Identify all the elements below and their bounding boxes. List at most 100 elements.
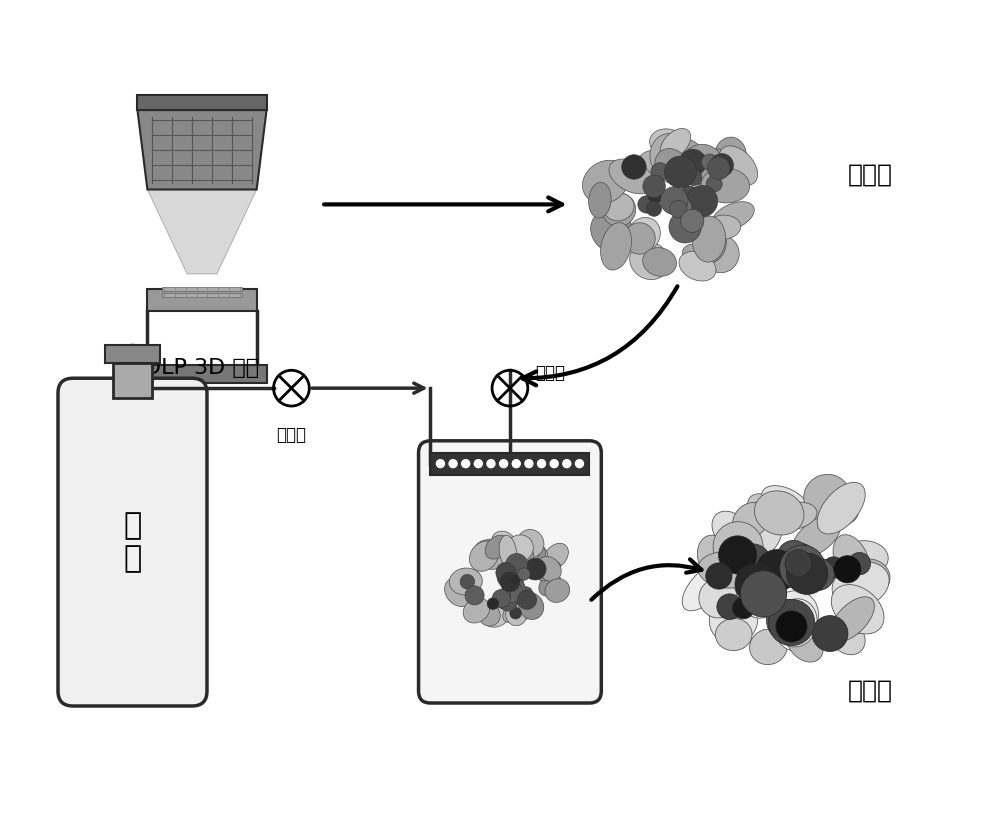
Circle shape [498, 588, 511, 601]
Ellipse shape [792, 516, 841, 558]
Circle shape [500, 460, 508, 467]
Circle shape [498, 588, 513, 604]
Circle shape [504, 578, 525, 600]
Circle shape [648, 188, 663, 203]
Ellipse shape [624, 223, 655, 254]
FancyBboxPatch shape [419, 441, 601, 703]
Ellipse shape [733, 503, 768, 539]
Ellipse shape [589, 183, 611, 218]
Ellipse shape [655, 149, 689, 184]
Circle shape [756, 550, 798, 592]
Ellipse shape [712, 511, 753, 552]
Ellipse shape [650, 133, 685, 175]
Circle shape [785, 550, 812, 577]
Ellipse shape [709, 596, 758, 644]
Circle shape [733, 597, 754, 619]
Ellipse shape [831, 584, 884, 634]
Ellipse shape [491, 537, 512, 559]
Ellipse shape [602, 193, 636, 226]
Ellipse shape [505, 535, 533, 562]
Circle shape [646, 201, 662, 216]
Bar [162, 293, 242, 297]
Ellipse shape [539, 574, 561, 596]
Circle shape [511, 575, 520, 584]
Ellipse shape [682, 562, 728, 611]
Ellipse shape [698, 552, 756, 588]
Ellipse shape [489, 543, 508, 569]
Circle shape [465, 586, 484, 605]
Circle shape [686, 170, 702, 185]
Circle shape [776, 611, 807, 642]
Circle shape [679, 186, 699, 206]
Circle shape [449, 460, 457, 467]
Ellipse shape [775, 607, 815, 651]
Circle shape [518, 568, 530, 580]
Ellipse shape [738, 503, 782, 556]
Circle shape [681, 209, 704, 232]
Ellipse shape [679, 252, 716, 281]
Ellipse shape [703, 235, 739, 272]
Ellipse shape [544, 543, 568, 569]
Circle shape [757, 578, 786, 607]
Ellipse shape [516, 535, 541, 562]
Ellipse shape [660, 128, 691, 160]
Circle shape [638, 196, 655, 213]
Ellipse shape [775, 599, 817, 647]
Ellipse shape [582, 160, 629, 203]
Circle shape [664, 156, 696, 188]
Circle shape [679, 149, 706, 176]
Circle shape [512, 460, 520, 467]
Ellipse shape [485, 535, 509, 559]
Ellipse shape [715, 584, 749, 632]
Bar [430, 453, 589, 475]
Ellipse shape [682, 144, 723, 184]
Ellipse shape [692, 216, 726, 262]
Ellipse shape [692, 227, 726, 264]
Ellipse shape [634, 151, 666, 187]
Circle shape [768, 599, 815, 646]
Circle shape [496, 562, 516, 583]
Text: 气
瓶: 气 瓶 [123, 511, 142, 574]
Circle shape [474, 460, 482, 467]
Circle shape [717, 594, 743, 620]
Circle shape [660, 187, 688, 215]
Ellipse shape [519, 593, 544, 620]
Circle shape [550, 460, 558, 467]
Ellipse shape [457, 572, 479, 604]
Ellipse shape [719, 560, 759, 596]
Circle shape [506, 554, 528, 575]
Ellipse shape [478, 604, 500, 626]
Circle shape [686, 185, 718, 217]
Ellipse shape [840, 595, 882, 634]
Ellipse shape [469, 542, 499, 571]
Circle shape [782, 543, 817, 578]
Ellipse shape [699, 579, 737, 618]
Circle shape [500, 572, 520, 592]
Text: 发泡前: 发泡前 [848, 163, 893, 187]
Ellipse shape [787, 625, 823, 662]
Ellipse shape [770, 591, 819, 639]
Bar [137, 95, 267, 110]
Circle shape [643, 175, 665, 198]
Ellipse shape [713, 522, 763, 572]
Polygon shape [147, 189, 257, 274]
Ellipse shape [689, 149, 733, 186]
Ellipse shape [449, 568, 482, 595]
Circle shape [780, 545, 825, 591]
Ellipse shape [483, 607, 508, 627]
Ellipse shape [480, 546, 505, 570]
Circle shape [506, 574, 523, 592]
Ellipse shape [499, 537, 526, 560]
Ellipse shape [767, 502, 817, 531]
Circle shape [701, 154, 718, 170]
Circle shape [492, 589, 510, 607]
Circle shape [487, 460, 495, 467]
Circle shape [735, 563, 777, 605]
Circle shape [622, 155, 646, 179]
Circle shape [524, 558, 546, 580]
Ellipse shape [630, 242, 669, 280]
Ellipse shape [682, 244, 709, 267]
Circle shape [787, 561, 810, 584]
Ellipse shape [445, 578, 473, 607]
Circle shape [706, 563, 732, 589]
